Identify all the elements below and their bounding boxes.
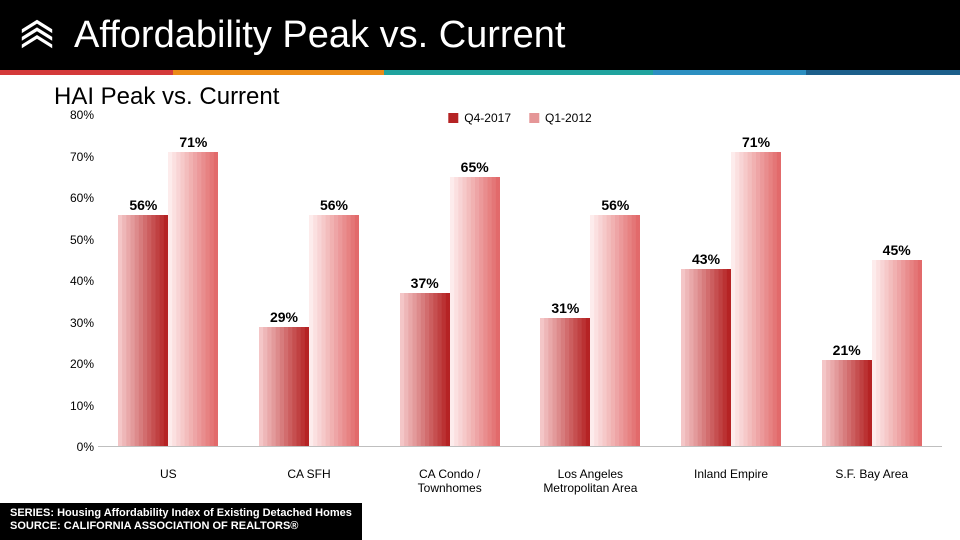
bar-group: 37%65%: [379, 115, 520, 447]
bar-pair: 21%45%: [822, 260, 922, 447]
category-axis: USCA SFHCA Condo /TownhomesLos AngelesMe…: [98, 463, 942, 495]
bar: 56%: [309, 215, 359, 447]
legend-item: Q1-2012: [529, 111, 592, 125]
y-tick-label: 60%: [70, 191, 94, 205]
footer-line-1: SERIES: Housing Affordability Index of E…: [10, 507, 352, 521]
legend: Q4-2017 Q1-2012: [442, 111, 597, 125]
main-title: Affordability Peak vs. Current: [74, 14, 565, 57]
legend-swatch: [448, 113, 458, 123]
y-axis: 0%10%20%30%40%50%60%70%80%: [54, 115, 98, 447]
title-bar: Affordability Peak vs. Current: [0, 0, 960, 70]
bar: 29%: [259, 327, 309, 447]
bar-value-label: 56%: [601, 197, 629, 213]
category-label: US: [98, 463, 239, 495]
y-tick-label: 70%: [70, 150, 94, 164]
footer-source: SERIES: Housing Affordability Index of E…: [0, 503, 362, 540]
bar-value-label: 21%: [833, 342, 861, 358]
bar-value-label: 37%: [411, 275, 439, 291]
car-logo-icon: [18, 16, 56, 54]
legend-item: Q4-2017: [448, 111, 511, 125]
accent-stripe: [0, 70, 960, 75]
legend-label: Q1-2012: [545, 111, 592, 125]
bar-value-label: 29%: [270, 309, 298, 325]
bar: 71%: [168, 152, 218, 447]
bar-value-label: 71%: [742, 134, 770, 150]
bar-value-label: 56%: [129, 197, 157, 213]
y-tick-label: 50%: [70, 233, 94, 247]
category-label: Los AngelesMetropolitan Area: [520, 463, 661, 495]
bar: 31%: [540, 318, 590, 447]
bar: 45%: [872, 260, 922, 447]
y-tick-label: 80%: [70, 108, 94, 122]
bar-group: 56%71%: [98, 115, 239, 447]
footer-line-2: SOURCE: CALIFORNIA ASSOCIATION OF REALTO…: [10, 520, 352, 534]
subtitle: HAI Peak vs. Current: [54, 83, 960, 111]
category-label: Inland Empire: [661, 463, 802, 495]
plot-area: Q4-2017Q1-2012 56%71%29%56%37%65%31%56%4…: [98, 115, 942, 447]
bar-chart: 0%10%20%30%40%50%60%70%80% Q4-2017Q1-201…: [54, 115, 942, 495]
bar-pair: 29%56%: [259, 215, 359, 447]
y-tick-label: 20%: [70, 357, 94, 371]
bar-value-label: 31%: [551, 300, 579, 316]
bar-groups: 56%71%29%56%37%65%31%56%43%71%21%45%: [98, 115, 942, 447]
slide: Affordability Peak vs. Current HAI Peak …: [0, 0, 960, 540]
y-tick-label: 40%: [70, 274, 94, 288]
bar-group: 31%56%: [520, 115, 661, 447]
bar: 37%: [400, 293, 450, 447]
y-tick-label: 0%: [77, 440, 94, 454]
bar-value-label: 65%: [461, 159, 489, 175]
y-tick-label: 30%: [70, 316, 94, 330]
bar: 71%: [731, 152, 781, 447]
legend-swatch: [529, 113, 539, 123]
y-tick-label: 10%: [70, 399, 94, 413]
bar-group: 21%45%: [801, 115, 942, 447]
bar: 21%: [822, 360, 872, 447]
bar-group: 29%56%: [239, 115, 380, 447]
bar-pair: 43%71%: [681, 152, 781, 447]
bar-value-label: 56%: [320, 197, 348, 213]
category-label: CA Condo /Townhomes: [379, 463, 520, 495]
category-label: S.F. Bay Area: [801, 463, 942, 495]
bar: 65%: [450, 177, 500, 447]
bar-value-label: 45%: [883, 242, 911, 258]
bar: 56%: [118, 215, 168, 447]
bar-group: 43%71%: [661, 115, 802, 447]
bar-value-label: 43%: [692, 251, 720, 267]
legend-label: Q4-2017: [464, 111, 511, 125]
bar-pair: 31%56%: [540, 215, 640, 447]
category-label: CA SFH: [239, 463, 380, 495]
bar: 43%: [681, 269, 731, 447]
bar-pair: 37%65%: [400, 177, 500, 447]
bar: 56%: [590, 215, 640, 447]
x-axis-line: [98, 446, 942, 447]
bar-value-label: 71%: [179, 134, 207, 150]
bar-pair: 56%71%: [118, 152, 218, 447]
